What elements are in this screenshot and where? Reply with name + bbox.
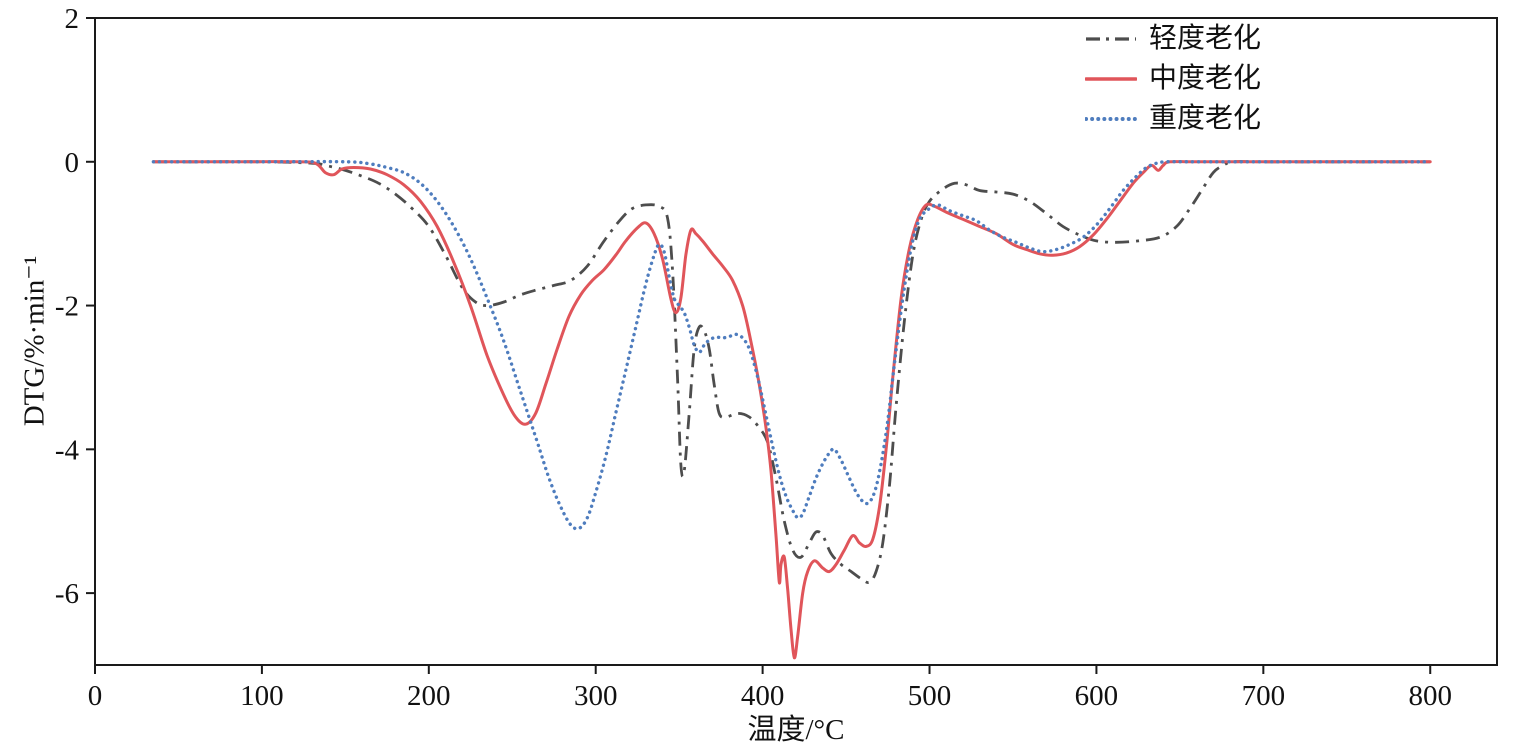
dashdot-line-swatch	[1086, 37, 1136, 42]
svg-text:-2: -2	[55, 291, 79, 323]
legend-item-light-aging: 轻度老化	[1085, 23, 1262, 55]
x-axis-title: 温度/°C	[747, 714, 845, 746]
svg-text:300: 300	[574, 680, 618, 712]
legend-label: 轻度老化	[1149, 23, 1262, 54]
series-line-2	[151, 159, 1432, 531]
legend-item-severe-aging: 重度老化	[1085, 102, 1262, 135]
legend-label: 重度老化	[1149, 102, 1262, 134]
svg-text:200: 200	[407, 680, 451, 712]
legend-item-moderate-aging: 中度老化	[1085, 62, 1262, 95]
series-line-0	[153, 160, 1431, 584]
svg-text:700: 700	[1242, 680, 1286, 712]
svg-text:600: 600	[1075, 680, 1119, 712]
svg-text:0: 0	[88, 680, 103, 712]
dotted-line-swatch	[1085, 117, 1137, 121]
svg-text:100: 100	[240, 680, 284, 712]
svg-text:400: 400	[741, 680, 785, 712]
svg-text:500: 500	[908, 680, 952, 712]
svg-text:-4: -4	[55, 434, 80, 466]
svg-text:2: 2	[65, 3, 80, 35]
legend-label: 中度老化	[1149, 62, 1262, 94]
svg-text:800: 800	[1408, 680, 1452, 712]
legend: 轻度老化 中度老化 重度老化	[1085, 23, 1262, 135]
svg-text:-6: -6	[55, 578, 79, 610]
series-line-1	[151, 160, 1432, 660]
solid-line-swatch	[1085, 77, 1137, 81]
svg-text:0: 0	[65, 147, 80, 179]
y-axis-title: DTG/%·min⁻¹	[18, 255, 51, 427]
